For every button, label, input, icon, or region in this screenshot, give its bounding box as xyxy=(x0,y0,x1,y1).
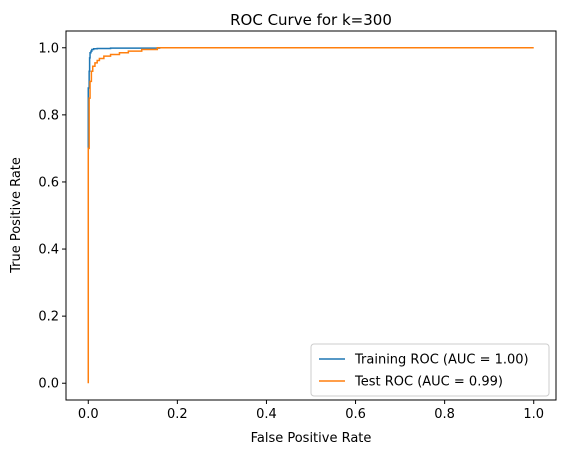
y-tick-label: 0.0 xyxy=(38,377,59,392)
series-line-training xyxy=(87,47,285,149)
x-tick-label: 0.8 xyxy=(434,407,455,422)
y-tick-label: 0.8 xyxy=(38,108,59,123)
legend-label: Test ROC (AUC = 0.99) xyxy=(354,375,503,390)
plot-frame xyxy=(65,30,557,401)
x-axis: 0.0 0.2 0.4 0.6 0.8 1.0 xyxy=(78,400,544,422)
chart-title: ROC Curve for k=300 xyxy=(230,11,392,29)
x-tick-label: 0.2 xyxy=(167,407,188,422)
x-axis-label: False Positive Rate xyxy=(251,431,372,446)
x-tick-label: 1.0 xyxy=(523,407,544,422)
x-tick-label: 0.0 xyxy=(78,407,99,422)
legend-box xyxy=(310,343,550,397)
y-tick-label: 1.0 xyxy=(38,41,59,56)
series-line-test xyxy=(87,47,534,384)
y-axis: 0.0 0.2 0.4 0.6 0.8 1.0 xyxy=(38,41,66,392)
y-tick-label: 0.6 xyxy=(38,175,59,190)
series-lines xyxy=(87,47,534,384)
y-tick-label: 0.4 xyxy=(38,243,59,258)
legend: Training ROC (AUC = 1.00) Test ROC (AUC =… xyxy=(310,343,550,397)
y-axis-label: True Positive Rate xyxy=(9,157,24,274)
x-tick-label: 0.4 xyxy=(256,407,277,422)
x-tick-label: 0.6 xyxy=(345,407,366,422)
legend-label: Training ROC (AUC = 1.00) xyxy=(354,353,529,368)
y-tick-label: 0.2 xyxy=(38,310,59,325)
